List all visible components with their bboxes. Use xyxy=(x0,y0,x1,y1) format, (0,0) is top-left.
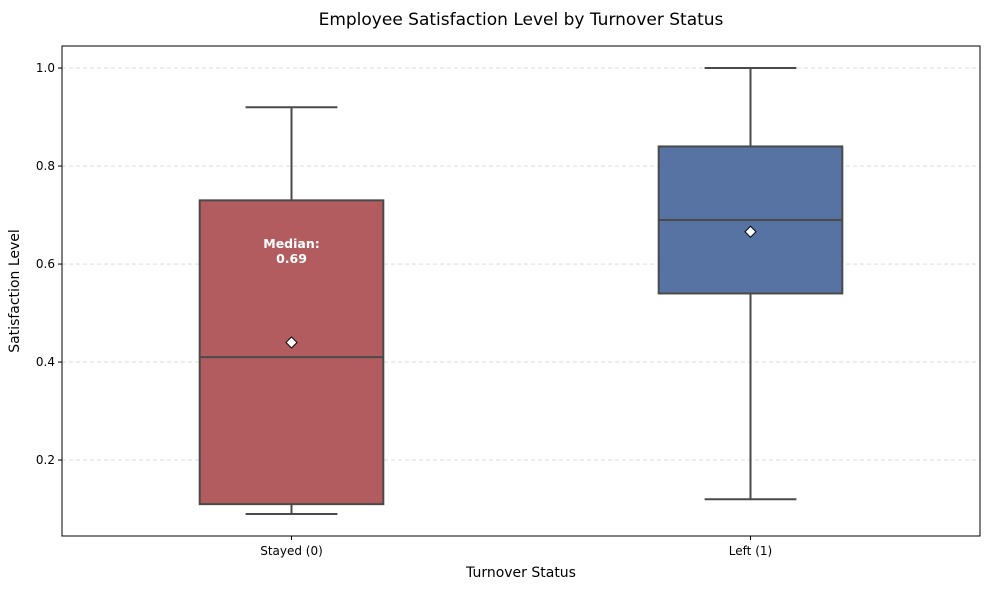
annotations: Median:0.69 xyxy=(263,236,319,266)
y-tick-label: 0.8 xyxy=(36,159,55,173)
box-iqr xyxy=(198,199,385,506)
x-tick-label: Stayed (0) xyxy=(260,544,323,558)
box-series xyxy=(198,67,844,515)
plot-area-frame xyxy=(61,45,981,537)
y-tick-label: 0.2 xyxy=(36,453,55,467)
y-tick-label: 1.0 xyxy=(36,61,55,75)
chart-title: Employee Satisfaction Level by Turnover … xyxy=(319,10,724,30)
y-axis-label: Satisfaction Level xyxy=(7,229,23,353)
y-tick-label: 0.6 xyxy=(36,257,55,271)
y-tick-label: 0.4 xyxy=(36,355,55,369)
x-axis-label: Turnover Status xyxy=(465,565,576,581)
y-axis-ticks: 0.2 0.4 0.6 0.8 1.0 xyxy=(36,61,62,467)
x-tick-label: Left (1) xyxy=(729,544,772,558)
x-axis-ticks: Stayed (0) Left (1) xyxy=(260,536,772,558)
median-annotation-label: Median: xyxy=(263,236,319,251)
mean-marker xyxy=(744,225,757,238)
median-annotation-value: 0.69 xyxy=(276,251,307,266)
mean-marker xyxy=(285,336,298,349)
